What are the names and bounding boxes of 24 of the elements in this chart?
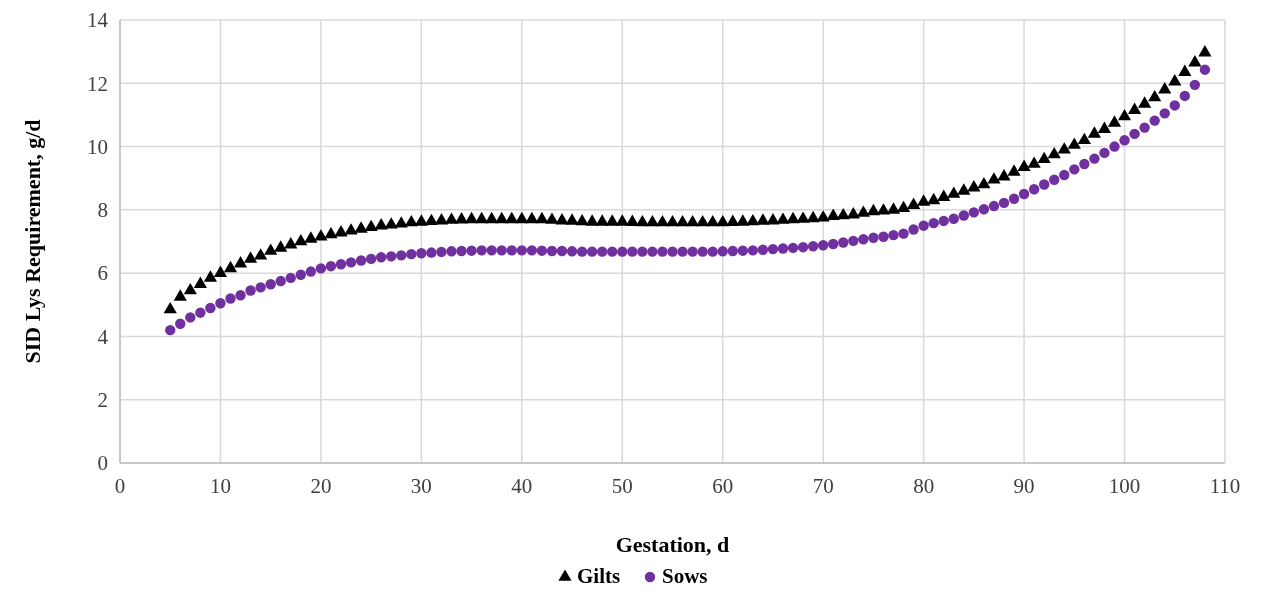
x-tick-label: 30 — [410, 474, 432, 498]
x-tick-label: 60 — [712, 474, 734, 498]
y-tick-label: 2 — [97, 388, 108, 413]
x-tick-label: 100 — [1108, 474, 1141, 498]
x-tick-label: 0 — [114, 474, 126, 498]
y-axis-title: SID Lys Requirement, g/d — [20, 119, 45, 364]
y-tick-label: 8 — [97, 198, 108, 223]
x-tick-label: 70 — [812, 474, 834, 498]
x-tick-label: 50 — [611, 474, 633, 498]
x-tick-label: 10 — [209, 474, 231, 498]
x-tick-label: 20 — [310, 474, 332, 498]
legend-label: Gilts — [577, 564, 621, 588]
y-tick-label: 10 — [87, 134, 108, 159]
legend-label: Sows — [662, 564, 708, 588]
x-tick-label: 80 — [913, 474, 935, 498]
y-tick-label: 12 — [87, 71, 108, 96]
y-tick-label: 0 — [97, 451, 108, 476]
x-tick-label: 110 — [1209, 474, 1241, 498]
y-tick-label: 6 — [97, 261, 108, 286]
x-axis-title: Gestation, d — [615, 532, 730, 557]
x-tick-label: 40 — [511, 474, 533, 498]
y-tick-label: 4 — [97, 324, 109, 349]
y-tick-label: 14 — [87, 8, 109, 33]
x-tick-label: 90 — [1013, 474, 1035, 498]
